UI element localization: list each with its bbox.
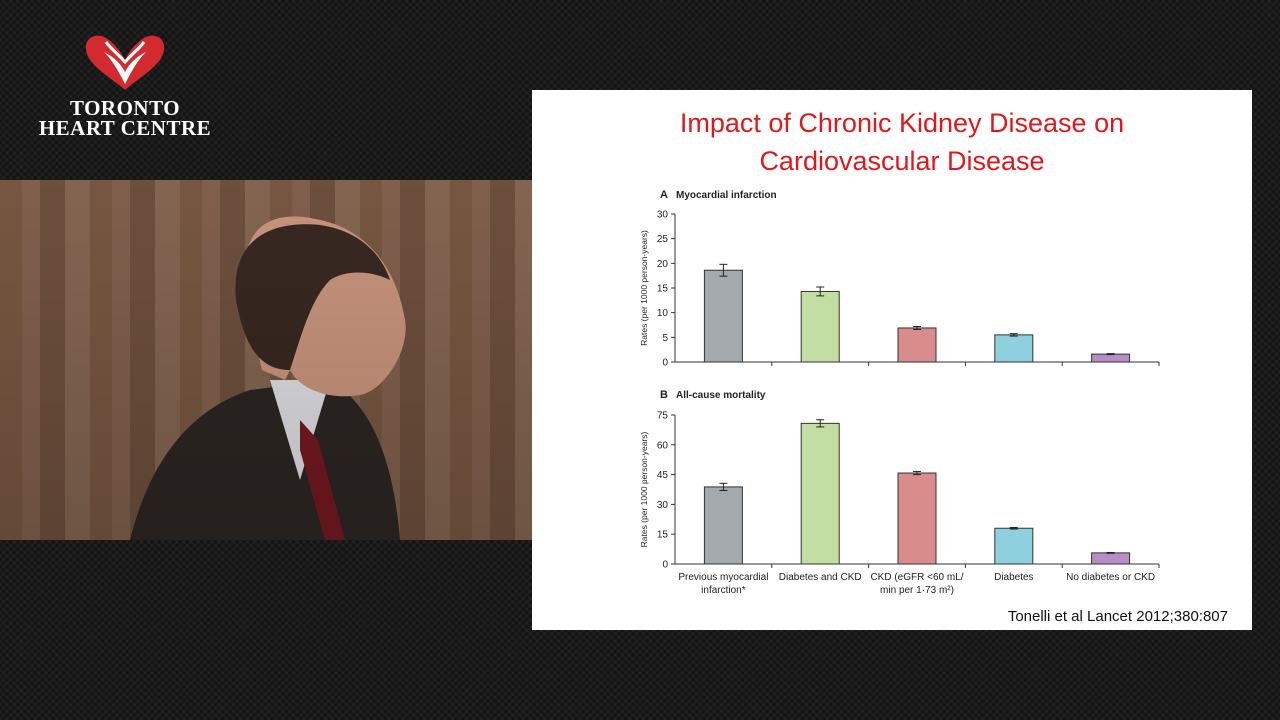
bar-B-1 <box>703 486 743 565</box>
bar-charts: A Myocardial infarction 0 5 10 15 20 25 30 Rates … <box>639 189 1160 596</box>
bar-B-3 <box>897 472 937 565</box>
y-tick-label: 60 <box>657 440 669 451</box>
bar-B-4 <box>994 527 1034 565</box>
logo-text-line1: TORONTO <box>69 96 181 120</box>
x-category-label: min per 1·73 m²) <box>880 585 954 596</box>
slide-title-line2: Cardiovascular Disease <box>759 146 1045 176</box>
y-tick-label: 45 <box>657 470 669 481</box>
y-tick-label: 30 <box>657 210 669 221</box>
y-tick-label: 0 <box>662 560 668 571</box>
y-tick-label: 25 <box>657 234 669 245</box>
x-category-label: No diabetes or CKD <box>1066 572 1155 583</box>
y-tick-label: 15 <box>657 530 669 541</box>
bar-A-2 <box>800 290 840 363</box>
y-tick-label: 10 <box>657 308 669 319</box>
panel-letter-A: A <box>660 189 668 201</box>
bar-A-3 <box>897 327 937 363</box>
heart-logo-icon <box>85 35 165 90</box>
bar-B-5 <box>1091 552 1131 565</box>
bar-A-5 <box>1091 353 1131 363</box>
y-axis-label-B: Rates (per 1000 person-years) <box>639 431 649 547</box>
y-tick-label: 5 <box>662 333 668 344</box>
speaker-figure <box>130 216 406 540</box>
bar-B-2 <box>800 422 840 565</box>
panel-title-A: Myocardial infarction <box>676 190 777 201</box>
slide-title: Impact of Chronic Kidney Disease on Card… <box>532 104 1272 180</box>
x-category-label: Previous myocardial <box>678 572 768 583</box>
x-category-label: Diabetes <box>994 572 1033 583</box>
y-tick-label: 0 <box>662 358 668 369</box>
x-category-label: CKD (eGFR <60 mL/ <box>870 572 963 583</box>
citation: Tonelli et al Lancet 2012;380:807 <box>1007 608 1228 625</box>
y-axis-label-A: Rates (per 1000 person-years) <box>639 230 649 346</box>
y-tick-label: 20 <box>657 259 669 270</box>
speaker-video-frame <box>0 180 532 540</box>
slide-title-line1: Impact of Chronic Kidney Disease on <box>679 108 1125 138</box>
panel-title-B: All-cause mortality <box>676 390 766 401</box>
y-tick-label: 75 <box>657 411 669 422</box>
y-tick-label: 30 <box>657 500 669 511</box>
logo-text-line2: HEART CENTRE <box>38 116 212 140</box>
y-tick-label: 15 <box>657 284 669 295</box>
toronto-heart-centre-logo: TORONTO HEART CENTRE <box>30 34 220 144</box>
bar-A-4 <box>994 334 1034 363</box>
presentation-slide: Impact of Chronic Kidney Disease on Card… <box>532 90 1252 630</box>
panel-letter-B: B <box>660 389 668 401</box>
bar-A-1 <box>703 269 743 363</box>
x-category-label: Diabetes and CKD <box>779 572 862 583</box>
x-category-label: infarction* <box>701 585 746 596</box>
